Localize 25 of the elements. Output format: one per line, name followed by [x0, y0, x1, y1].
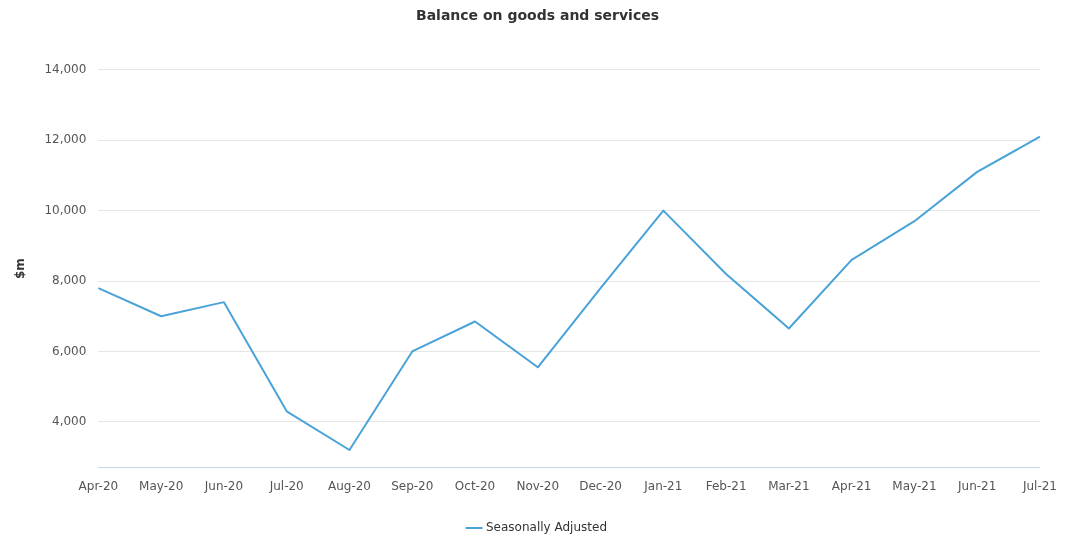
- y-tick-label: 12,000: [44, 132, 87, 147]
- x-tick-label: Dec-20: [579, 478, 622, 493]
- y-tick-label: 4,000: [52, 413, 87, 428]
- x-tick-label: Jul-21: [1021, 478, 1057, 493]
- x-tick-label: Jun-21: [957, 478, 997, 493]
- y-tick-label: 8,000: [52, 273, 87, 288]
- x-tick-label: Apr-21: [831, 478, 872, 493]
- x-tick-label: Aug-20: [327, 478, 371, 493]
- x-tick-label: Jun-20: [203, 478, 244, 493]
- x-tick-label: Jul-20: [268, 478, 304, 493]
- y-tick-label: 6,000: [52, 343, 87, 358]
- x-tick-label: Mar-21: [768, 478, 810, 493]
- x-tick-label: May-21: [892, 478, 937, 493]
- x-tick-label: May-20: [139, 478, 184, 493]
- chart-title: Balance on goods and services: [415, 7, 660, 24]
- x-tick-label: Nov-20: [516, 478, 560, 493]
- x-tick-label: Feb-21: [705, 478, 747, 493]
- x-tick-label: Apr-20: [78, 478, 119, 493]
- x-tick-label: Oct-20: [454, 478, 496, 493]
- y-tick-label: 10,000: [44, 202, 87, 217]
- y-axis-title: $m: [13, 258, 28, 280]
- legend-label: Seasonally Adjusted: [486, 520, 608, 535]
- y-tick-label: 14,000: [44, 61, 87, 76]
- x-tick-label: Sep-20: [391, 478, 434, 493]
- x-tick-label: Jan-21: [643, 478, 683, 493]
